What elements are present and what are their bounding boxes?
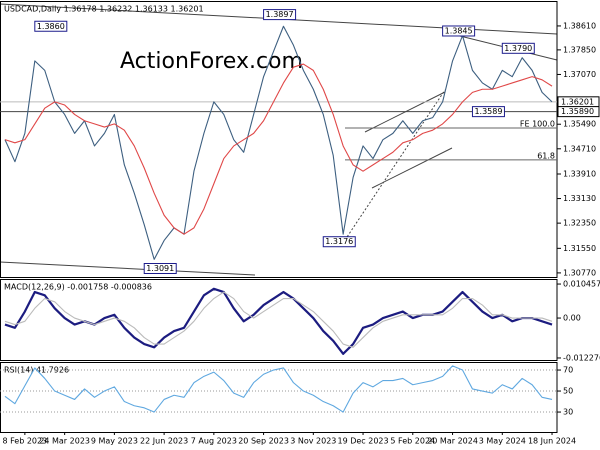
annotation-label: 1.3845 [445, 26, 473, 35]
panel-borders [0, 1, 558, 433]
annotation-box [501, 42, 535, 54]
y-tick-label: 30 [563, 408, 573, 417]
price-label: 1.36201 [561, 97, 594, 106]
x-tick-label: 20 Mar 2024 [427, 437, 478, 446]
panel-title: USDCAD,Daily 1.36178 1.36232 1.36133 1.3… [4, 5, 204, 14]
annotation-box [471, 106, 505, 118]
annotation-box [34, 20, 68, 32]
series-line [4, 365, 553, 413]
macd-panel [0, 279, 558, 361]
trendline [0, 261, 256, 276]
y-tick-label: 1.34710 [563, 144, 596, 153]
annotation-label: 1.3176 [325, 237, 353, 246]
price-label: 1.35890 [561, 107, 594, 116]
y-tick-label: 70 [563, 366, 573, 375]
y-tick-label: 1.37850 [563, 45, 596, 54]
annotation-label: 1.3091 [146, 264, 174, 273]
x-tick-label: 7 Aug 2023 [191, 437, 237, 446]
annotation-box [143, 262, 177, 274]
y-tick-label: 1.33130 [563, 194, 596, 203]
x-tick-label: 8 Feb 2023 [3, 437, 48, 446]
level-label: FE 100.0 [520, 120, 555, 129]
y-tick-label: 1.38610 [563, 21, 596, 30]
y-tick-label: 1.31550 [563, 244, 596, 253]
x-tick-label: 19 Dec 2023 [337, 437, 388, 446]
y-tick-label: 0.010457 [563, 280, 600, 289]
annotation-box [263, 9, 297, 21]
x-tick-label: 20 Sep 2023 [238, 437, 289, 446]
price-panel [0, 1, 558, 278]
y-tick-label: 0.00 [563, 314, 581, 323]
annotation-label: 1.3790 [504, 44, 532, 53]
series-line [4, 291, 553, 348]
rsi-panel [0, 362, 558, 433]
panel-title: MACD(12,26,9) -0.001758 -0.000836 [4, 283, 152, 292]
x-tick-label: 22 Jun 2023 [140, 437, 188, 446]
x-tick-label: 24 Mar 2023 [39, 437, 90, 446]
x-tick-label: 3 May 2024 [479, 437, 526, 446]
x-tick-label: 18 Jun 2024 [528, 437, 576, 446]
y-tick-label: 1.37070 [563, 70, 596, 79]
channel-line [371, 147, 453, 189]
annotation-box [442, 25, 476, 37]
series-line [4, 25, 553, 260]
y-tick-label: 1.33910 [563, 169, 596, 178]
x-tick-label: 3 Nov 2023 [290, 437, 336, 446]
annotation-label: 1.3589 [474, 107, 502, 116]
y-tick-label: 1.30770 [563, 268, 596, 277]
y-tick-label: -0.012276 [563, 353, 600, 362]
watermark: ActionForex.com [120, 49, 303, 74]
annotation-label: 1.3897 [266, 10, 294, 19]
series-line [4, 63, 553, 235]
x-tick-label: 5 Feb 2024 [390, 437, 435, 446]
price-box [557, 106, 600, 118]
y-tick-label: 1.35490 [563, 120, 596, 129]
y-tick-label: 1.32350 [563, 219, 596, 228]
annotation-label: 1.3860 [37, 22, 65, 31]
annotation-box [322, 236, 356, 248]
y-tick-label: 50 [563, 387, 573, 396]
x-tick-label: 9 May 2023 [91, 437, 138, 446]
level-label: 61.8 [537, 151, 555, 160]
